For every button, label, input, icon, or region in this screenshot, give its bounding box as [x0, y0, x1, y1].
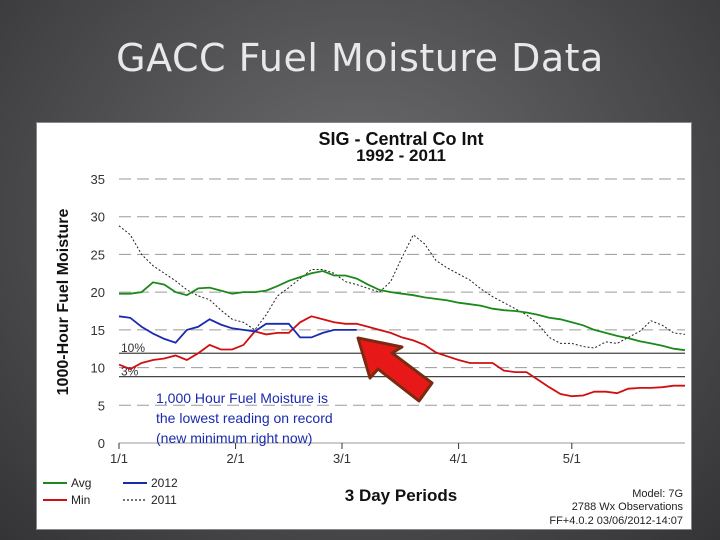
series-line-2012	[118, 315, 357, 344]
y-tick-label: 25	[91, 247, 105, 262]
annotation-line-3: (new minimum right now)	[156, 430, 312, 446]
x-axis-label: 3 Day Periods	[345, 486, 457, 505]
y-tick-label: 35	[91, 172, 105, 187]
slide-title: GACC Fuel Moisture Data	[116, 36, 604, 80]
y-tick-label: 20	[91, 285, 105, 300]
y-tick-label: 0	[98, 436, 105, 451]
legend-item-label: Min	[71, 493, 90, 507]
annotation-line-2: the lowest reading on record	[156, 410, 333, 426]
y-tick-label: 10	[91, 361, 105, 376]
x-tick-label: 5/1	[563, 451, 581, 466]
y-tick-label: 15	[91, 323, 105, 338]
fuel-moisture-chart: SIG - Central Co Int 1992 - 2011 1000-Ho…	[43, 129, 686, 527]
series-line-min	[118, 315, 685, 398]
series-line-2011	[118, 225, 686, 349]
footer-model: Model: 7G	[632, 488, 683, 500]
footer-version: FF+4.0.2 03/06/2012-14:07	[549, 515, 683, 527]
y-tick-label: 5	[98, 398, 105, 413]
y-axis-label: 1000-Hour Fuel Moisture	[55, 209, 72, 396]
x-tick-label: 3/1	[333, 451, 351, 466]
y-tick-label: 30	[91, 210, 105, 225]
annotation-line-1: 1,000 Hour Fuel Moisture is	[156, 390, 328, 406]
threshold-label: 10%	[121, 341, 145, 355]
footer-observations: 2788 Wx Observations	[572, 501, 684, 513]
chart-panel: SIG - Central Co Int 1992 - 2011 1000-Ho…	[36, 122, 692, 530]
chart-title: SIG - Central Co Int	[318, 129, 483, 149]
chart-subtitle: 1992 - 2011	[356, 146, 446, 165]
x-tick-label: 4/1	[450, 451, 468, 466]
legend-item-label: 2012	[151, 476, 178, 490]
x-tick-label: 1/1	[110, 451, 128, 466]
legend-item-label: 2011	[151, 493, 177, 507]
legend-item-label: Avg	[71, 476, 91, 490]
x-tick-label: 2/1	[227, 451, 245, 466]
series-line-avg	[119, 270, 686, 352]
